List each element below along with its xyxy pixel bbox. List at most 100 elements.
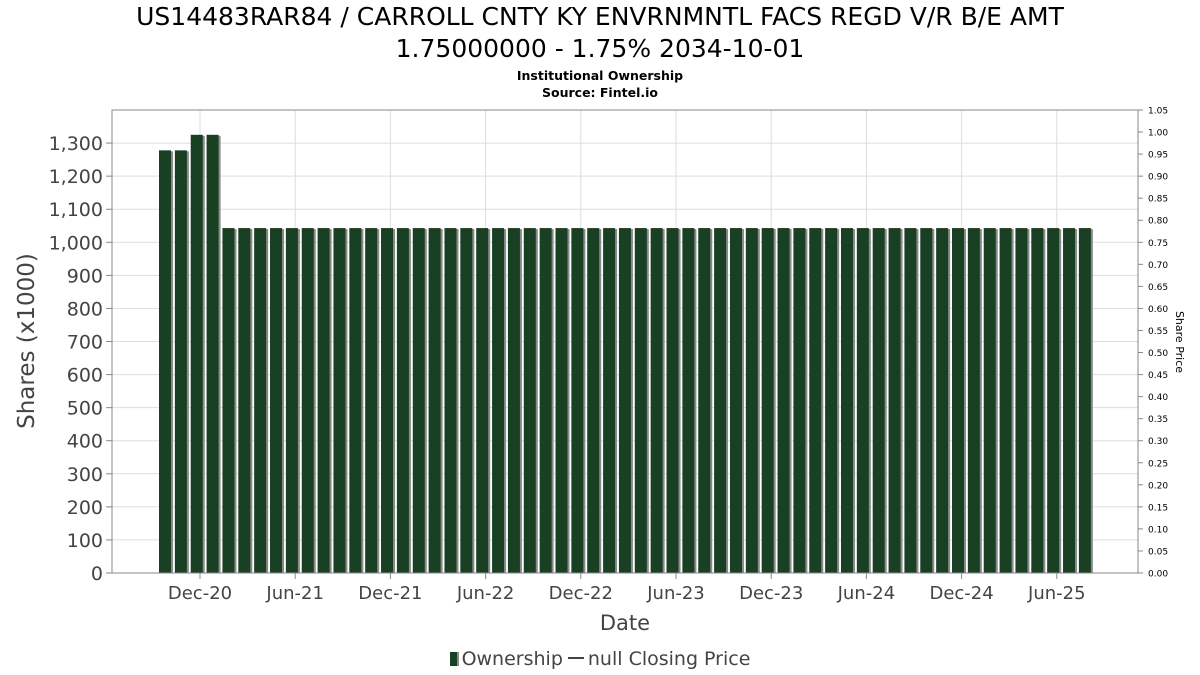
ownership-bar [571, 228, 584, 573]
y-tick-label: 300 [67, 464, 103, 486]
ownership-bar [603, 228, 616, 573]
y2-tick-label: 0.05 [1148, 547, 1168, 557]
y2-tick-label: 0.95 [1148, 151, 1168, 161]
y2-tick-label: 0.15 [1148, 503, 1168, 513]
ownership-bar [872, 228, 885, 573]
ownership-bar [1047, 228, 1060, 573]
x-tick-label: Jun-24 [837, 583, 896, 604]
y2-tick-label: 1.05 [1148, 107, 1168, 117]
x-tick-label: Jun-25 [1027, 583, 1086, 604]
ownership-bar [825, 228, 838, 573]
y-tick-label: 500 [67, 398, 103, 420]
ownership-bar [1015, 228, 1028, 573]
x-axis-label: Date [600, 611, 650, 635]
chart-source: Source: Fintel.io [542, 85, 658, 100]
y2-tick-label: 0.40 [1148, 393, 1168, 403]
ownership-bar [460, 228, 473, 573]
ownership-bar [904, 228, 917, 573]
y2-tick-label: 0.90 [1148, 173, 1168, 183]
ownership-bar [840, 228, 853, 573]
ownership-bar [317, 228, 330, 573]
y-axis: 0 100 200 300 400 500 600 700 800 900 1,000 1,100 1,… [49, 133, 112, 585]
ownership-bar [396, 228, 409, 573]
chart-subtitle: Institutional Ownership [516, 68, 684, 83]
y-tick-label: 900 [67, 265, 103, 287]
ownership-bar [444, 228, 457, 573]
ownership-bar [618, 228, 631, 573]
y2-tick-label: 0.45 [1148, 371, 1168, 381]
ownership-bar [952, 228, 964, 573]
ownership-bar [254, 228, 267, 573]
legend-ownership: Ownership [461, 648, 563, 670]
ownership-bar [539, 228, 552, 573]
ownership-bar [301, 228, 314, 573]
y-tick-label: 600 [67, 365, 103, 387]
ownership-legend-swatch [449, 652, 459, 666]
y2-tick-label: 0.00 [1148, 570, 1168, 580]
ownership-bar [1031, 228, 1044, 573]
y2-axis-label: Share Price [1173, 311, 1186, 373]
ownership-bar [650, 228, 663, 573]
ownership-bar [412, 228, 425, 573]
ownership-bar [793, 228, 806, 573]
y-tick-label: 200 [67, 497, 103, 519]
ownership-bar [507, 228, 520, 573]
x-tick-label: Jun-23 [646, 583, 705, 604]
ownership-bar [333, 228, 346, 573]
ownership-bar [936, 228, 949, 573]
ownership-bar [492, 228, 505, 573]
ownership-bar [888, 228, 901, 573]
y2-tick-label: 0.60 [1148, 305, 1168, 315]
ownership-bar [523, 228, 536, 573]
ownership-bar [587, 228, 600, 573]
y2-tick-label: 0.30 [1148, 437, 1168, 447]
x-tick-label: Dec-20 [168, 583, 232, 604]
ownership-bar [159, 150, 171, 573]
ownership-bar [270, 228, 283, 573]
ownership-bar [999, 228, 1012, 573]
y-tick-label: 700 [67, 332, 103, 354]
y2-tick-label: 0.35 [1148, 415, 1168, 425]
y-tick-label: 100 [67, 530, 103, 552]
ownership-bar [428, 228, 441, 573]
y-tick-label: 1,100 [49, 199, 103, 221]
closing-price-legend-swatch [567, 657, 584, 659]
y2-tick-label: 1.00 [1148, 129, 1168, 139]
y-tick-label: 800 [67, 298, 103, 320]
ownership-bar [967, 228, 980, 573]
ownership-bar [476, 228, 489, 573]
y-tick-label: 0 [91, 563, 103, 585]
ownership-bar [698, 228, 711, 573]
ownership-bar [1078, 228, 1091, 573]
ownership-bar [714, 228, 727, 573]
y2-tick-label: 0.65 [1148, 283, 1168, 293]
ownership-bar [238, 228, 251, 573]
x-tick-label: Dec-21 [358, 583, 422, 604]
y2-axis: 0.00 0.05 0.10 0.15 0.20 0.25 0.30 0.35 0.40 0.45… [1138, 107, 1168, 580]
y2-tick-label: 0.10 [1148, 525, 1168, 535]
y2-tick-label: 0.70 [1148, 261, 1168, 271]
ownership-bar [555, 228, 568, 573]
y2-tick-label: 0.50 [1148, 349, 1168, 359]
ownership-bar [761, 228, 774, 573]
y-tick-label: 400 [67, 431, 103, 453]
chart-title-line-1: US14483RAR84 / CARROLL CNTY KY ENVRNMNTL… [136, 2, 1064, 31]
legend: Ownership null Closing Price [0, 648, 1200, 670]
ownership-bar [174, 150, 187, 573]
ownership-bar [666, 228, 679, 573]
y2-tick-label: 0.20 [1148, 481, 1168, 491]
y-tick-label: 1,000 [49, 232, 103, 254]
legend-closing-price: null Closing Price [587, 648, 751, 670]
ownership-bar [809, 228, 822, 573]
y-axis-label: Shares (x1000) [14, 253, 40, 429]
ownership-bar [190, 134, 203, 573]
ownership-bar [777, 228, 790, 573]
y2-tick-label: 0.25 [1148, 459, 1168, 469]
ownership-bars [159, 134, 1093, 573]
ownership-bar [682, 228, 695, 573]
ownership-bar [365, 228, 378, 573]
ownership-bar [1063, 228, 1076, 573]
ownership-bar [634, 228, 647, 573]
x-tick-label: Jun-22 [456, 583, 515, 604]
